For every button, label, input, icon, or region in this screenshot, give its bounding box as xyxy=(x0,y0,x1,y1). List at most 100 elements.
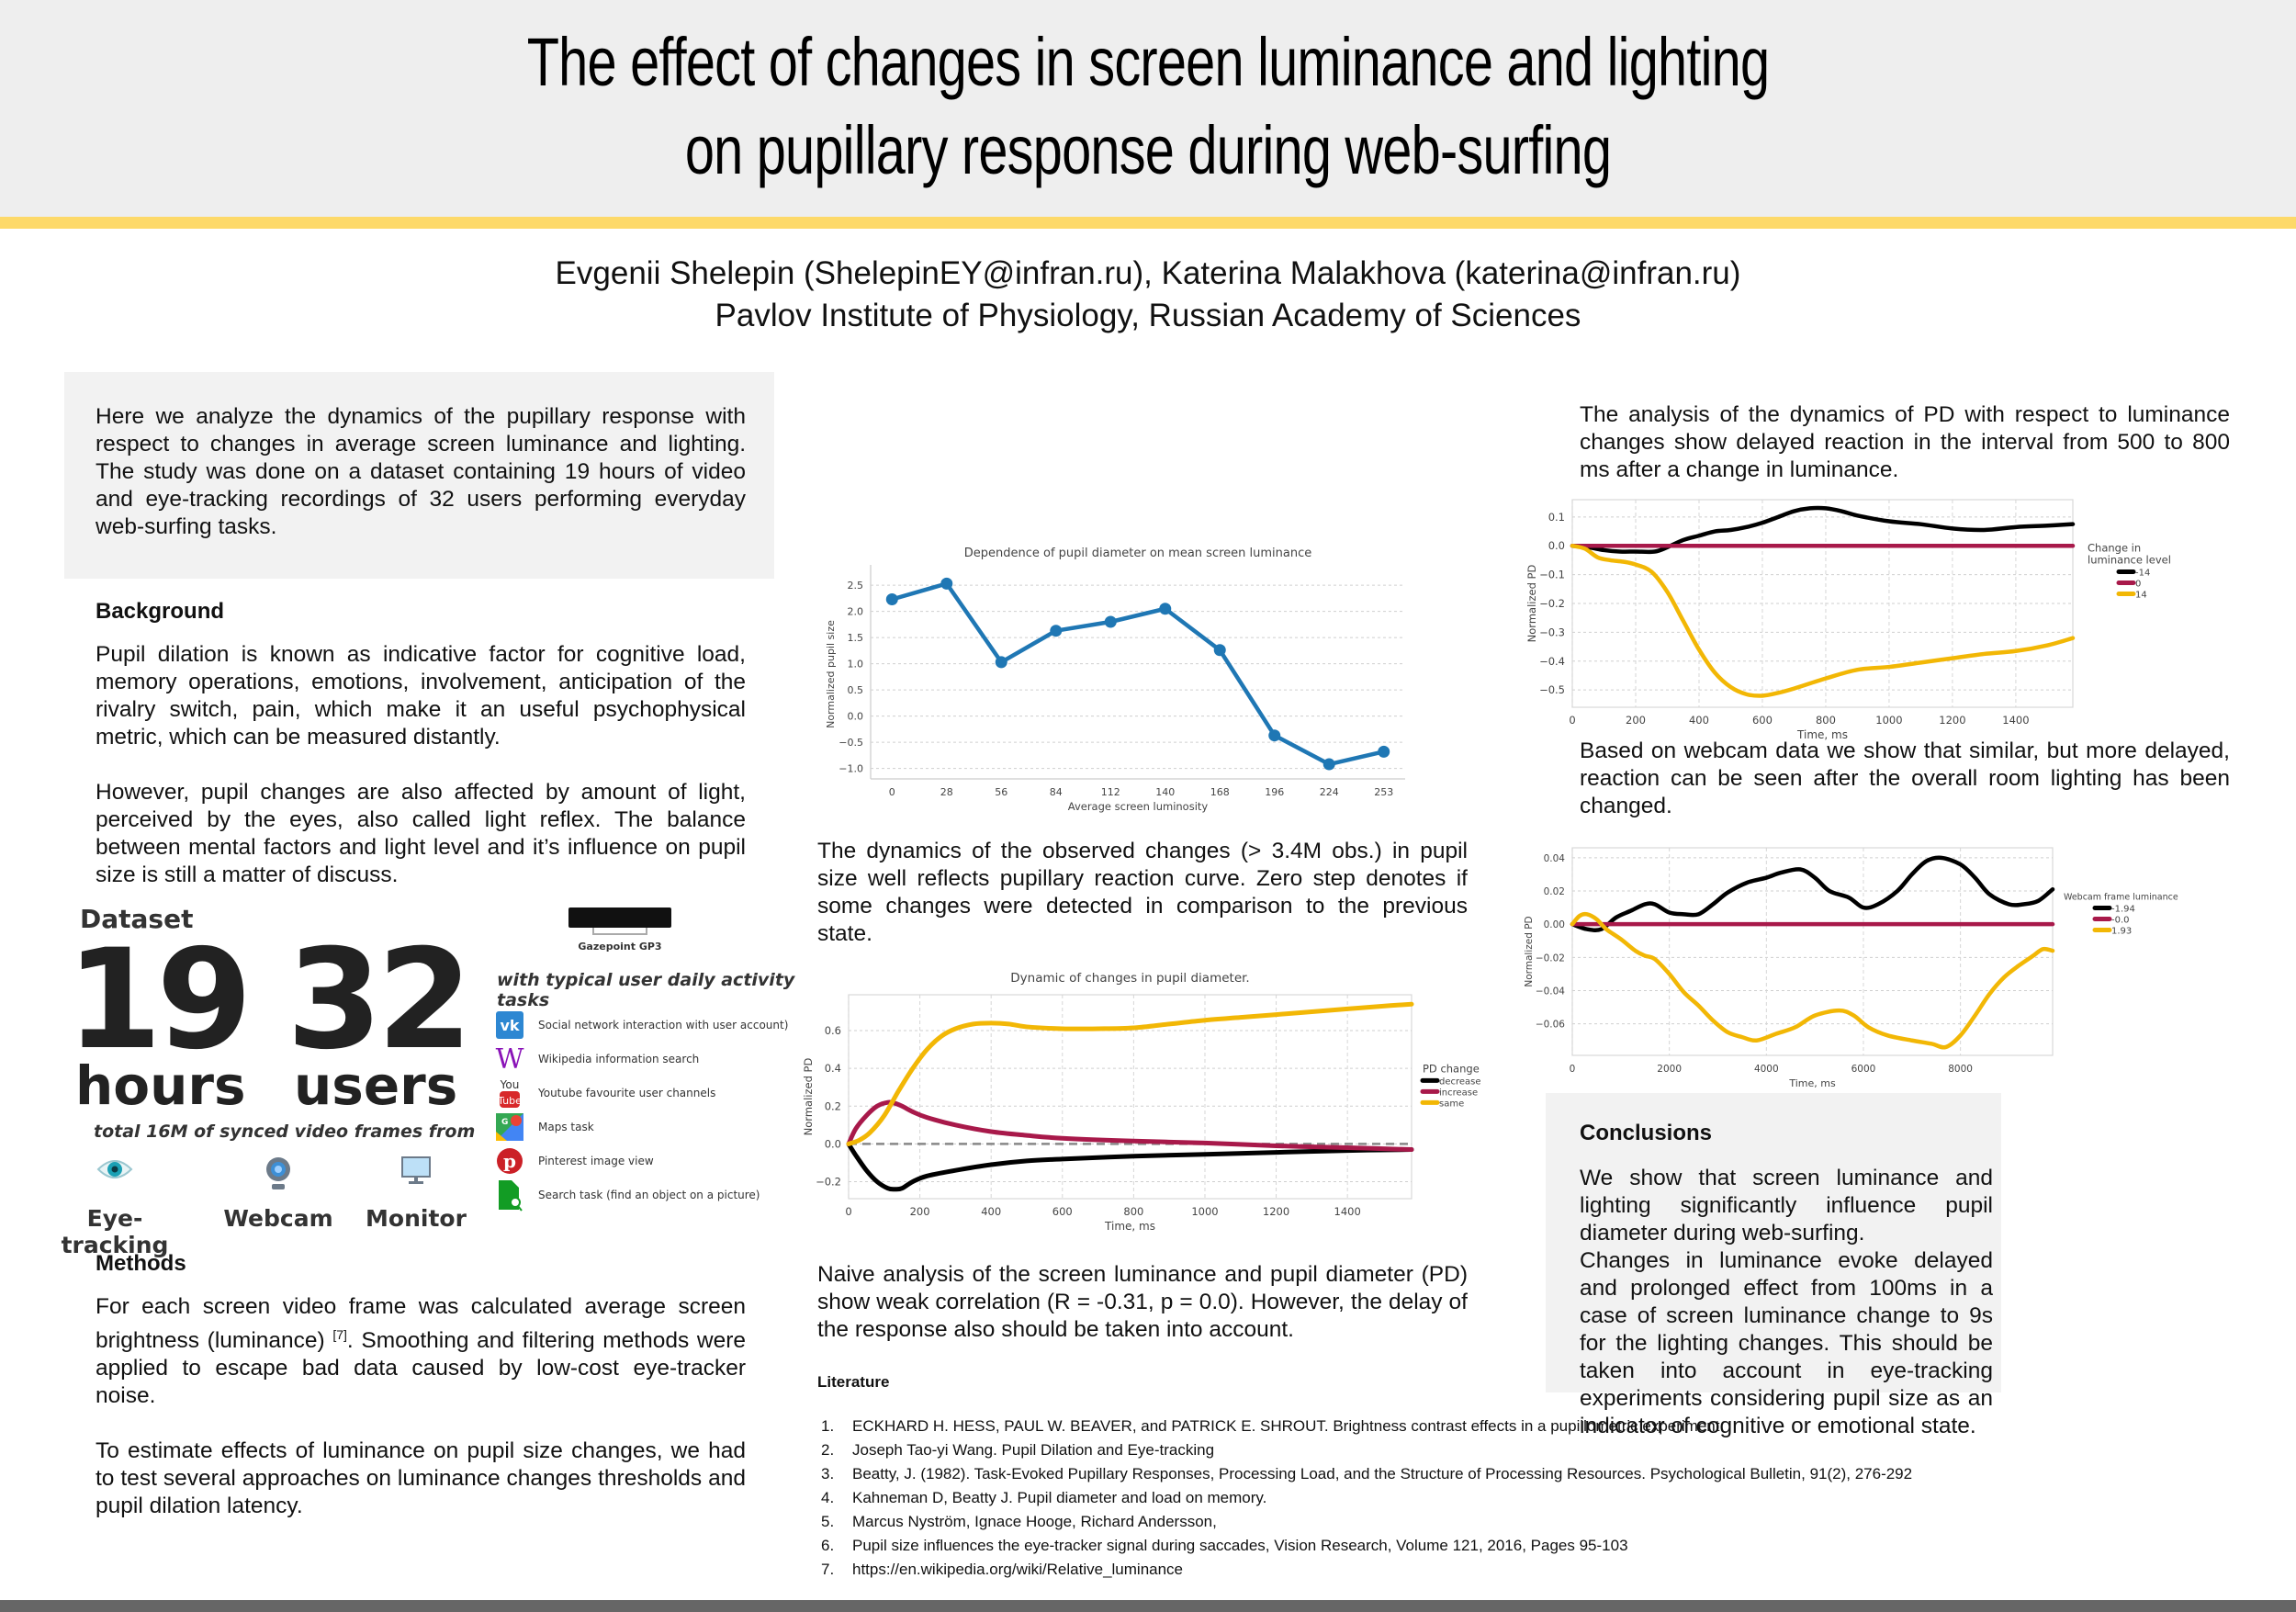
literature-title: Literature xyxy=(817,1373,890,1391)
dynamics-chart-svg: −0.2 0.0 0.2 0.4 0.6 0 200 400 600 800 1000 1200 140… xyxy=(802,971,1481,1233)
x-axis-label: Time, ms xyxy=(1788,1077,1836,1089)
y-tick-label: −1.0 xyxy=(838,763,863,775)
task-label: Wikipedia information search xyxy=(538,1052,700,1065)
legend-label: -0.0 xyxy=(2111,916,2130,926)
reference-text: Joseph Tao-yi Wang. Pupil Dilation and E… xyxy=(852,1441,1215,1459)
y-tick-label: 0.1 xyxy=(1548,511,1565,524)
legend-label: -1.94 xyxy=(2111,905,2135,915)
task-item: Search task (find an object on a picture… xyxy=(494,1178,788,1212)
data-point xyxy=(940,577,953,590)
y-axis-label: Normalized PD xyxy=(1524,916,1535,986)
y-tick-label: −0.3 xyxy=(1539,626,1565,638)
reference-item: 5. Marcus Nyström, Ignace Hooge, Richard … xyxy=(817,1510,2287,1534)
affiliation: Pavlov Institute of Physiology, Russian … xyxy=(715,298,1581,333)
intro-box: Here we analyze the dynamics of the pupi… xyxy=(64,372,774,579)
legend-label: decrease xyxy=(1439,1077,1481,1087)
y-tick-label: 2.0 xyxy=(848,606,864,618)
legend-label: increase xyxy=(1439,1088,1478,1098)
background-paragraph-2: However, pupil changes are also affected… xyxy=(96,780,746,887)
reference-link[interactable]: https://en.wikipedia.org/wiki/Relative_l… xyxy=(852,1561,1184,1578)
series-line-decrease xyxy=(846,1141,1414,1192)
x-tick-label: 0 xyxy=(1569,714,1575,727)
series-line xyxy=(891,581,1385,767)
screen-luminance-chart-svg: −0.5 −0.4 −0.3 −0.2 −0.1 0.0 0.1 0 200 400 600 800 1… xyxy=(1525,499,2171,741)
luminosity-chart-svg: −1.0 −0.5 0.0 0.5 1.0 1.5 2.0 2.5 0 28 56 84 112 140 1… xyxy=(825,547,1405,813)
x-tick-label: 1000 xyxy=(1191,1205,1218,1218)
wikipedia-icon: W xyxy=(494,1044,525,1074)
conclusions-paragraph-2: Changes in luminance evoke delayed and p… xyxy=(1580,1248,1993,1438)
legend-label: 1.93 xyxy=(2111,927,2132,937)
legend-title: Change in xyxy=(2088,542,2141,555)
y-axis-label: Normalized pupil size xyxy=(825,620,837,728)
x-tick-label: 800 xyxy=(1816,714,1836,727)
eye-tracker-stand xyxy=(592,928,647,935)
legend-title: luminance level xyxy=(2088,554,2171,567)
dataset-subtitle: total 16M of synced video frames from xyxy=(94,1122,476,1142)
title-line-2: on pupillary response during web-surfing xyxy=(684,112,1612,188)
chart-title: Dynamic of changes in pupil diameter. xyxy=(1010,971,1249,986)
y-tick-label: 0.6 xyxy=(825,1024,841,1037)
x-tick-label: 600 xyxy=(1752,714,1773,727)
x-tick-label: 224 xyxy=(1320,786,1339,798)
accent-divider xyxy=(0,217,2296,229)
x-tick-label: 800 xyxy=(1123,1205,1143,1218)
x-tick-label: 400 xyxy=(1689,714,1709,727)
y-tick-label: 0.0 xyxy=(1548,539,1565,552)
x-tick-label: 0 xyxy=(1570,1064,1576,1075)
task-label: Search task (find an object on a picture… xyxy=(538,1188,760,1201)
x-tick-label: 1200 xyxy=(1263,1205,1289,1218)
reference-text: Pupil size influences the eye-tracker si… xyxy=(852,1537,1628,1554)
x-tick-label: 1200 xyxy=(1939,714,1965,727)
task-item: G Maps task xyxy=(494,1110,788,1144)
y-tick-label: −0.1 xyxy=(1539,569,1565,581)
y-tick-label: 0.0 xyxy=(848,711,864,723)
series-line-194 xyxy=(1570,855,2055,933)
series-line-same xyxy=(846,1001,1414,1146)
background-paragraph-1: Pupil dilation is known as indicative fa… xyxy=(96,642,746,750)
y-tick-label: 0.04 xyxy=(1544,853,1566,864)
hours-label: hours xyxy=(75,1054,246,1117)
reference-text: Marcus Nyström, Ignace Hooge, Richard An… xyxy=(852,1513,1217,1530)
series-line-193 xyxy=(1570,911,2055,1050)
webcam-analysis-text: Based on webcam data we show that simila… xyxy=(1580,738,2230,818)
y-tick-label: −0.2 xyxy=(816,1176,841,1189)
footer-bar xyxy=(0,1600,2296,1612)
methods-paragraph-1: For each screen video frame was calculat… xyxy=(96,1293,746,1410)
series-line-increase xyxy=(846,1099,1414,1153)
x-tick-label: 28 xyxy=(940,786,953,798)
x-tick-label: 0 xyxy=(889,786,895,798)
y-tick-label: −0.5 xyxy=(838,737,863,749)
y-tick-label: 0.00 xyxy=(1544,919,1565,930)
x-tick-label: 200 xyxy=(910,1205,930,1218)
reference-text: ECKHARD H. HESS, PAUL W. BEAVER, and PAT… xyxy=(852,1417,1720,1435)
task-label: Youtube favourite user channels xyxy=(538,1086,716,1099)
x-tick-label: 200 xyxy=(1626,714,1646,727)
x-axis-label: Average screen luminosity xyxy=(1068,800,1209,813)
reference-item: 1. ECKHARD H. HESS, PAUL W. BEAVER, and P… xyxy=(817,1415,2287,1438)
methods-text: For each screen video frame was calculat… xyxy=(96,1294,746,1354)
y-tick-label: −0.04 xyxy=(1536,986,1565,997)
legend-label: 14 xyxy=(2135,591,2147,601)
x-tick-label: 400 xyxy=(981,1205,1001,1218)
title-line-1: The effect of changes in screen luminanc… xyxy=(526,24,1770,100)
webcam-chart-svg: −0.06 −0.04 −0.02 0.00 0.02 0.04 0 2000 4000 6000… xyxy=(1524,847,2178,1089)
methods-paragraph-2: To estimate effects of luminance on pupi… xyxy=(96,1438,746,1519)
legend-title: PD change xyxy=(1423,1062,1480,1075)
x-tick-label: 168 xyxy=(1210,786,1230,798)
conclusions-title: Conclusions xyxy=(1580,1121,1713,1145)
data-point xyxy=(1159,603,1172,615)
reference-text: Beatty, J. (1982). Task-Evoked Pupillary… xyxy=(852,1465,1913,1482)
chart-luminosity: −1.0 −0.5 0.0 0.5 1.0 1.5 2.0 2.5 0 28 56 84 112 140 1… xyxy=(808,537,1469,827)
users-label: users xyxy=(294,1054,458,1117)
hours-value: 19 xyxy=(66,920,253,1080)
device-label: Gazepoint GP3 xyxy=(578,941,662,953)
legend-title: Webcam frame luminance xyxy=(2064,893,2178,903)
y-tick-label: 0.2 xyxy=(825,1099,841,1112)
x-tick-label: 4000 xyxy=(1754,1064,1779,1075)
svg-text:p: p xyxy=(503,1150,516,1172)
citation-ref[interactable]: [7] xyxy=(332,1327,347,1342)
eye-tracker-device: Gazepoint GP3 xyxy=(565,907,675,953)
reference-item[interactable]: 7. https://en.wikipedia.org/wiki/Relative… xyxy=(817,1558,2287,1582)
data-point xyxy=(995,656,1007,669)
svg-text:vk: vk xyxy=(500,1017,519,1034)
